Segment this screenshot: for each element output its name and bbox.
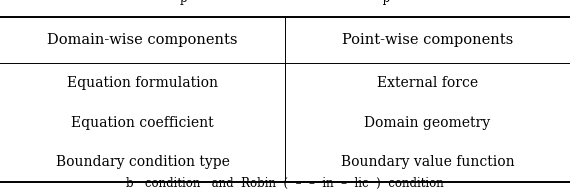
Text: p                                                    p: p p <box>180 0 390 5</box>
Text: Equation formulation: Equation formulation <box>67 76 218 90</box>
Text: b   condition   and  Robin  (  –  –  in  –  lic  )  condition: b condition and Robin ( – – in – lic ) c… <box>126 177 444 190</box>
Text: Point-wise components: Point-wise components <box>342 33 513 47</box>
Text: Domain geometry: Domain geometry <box>364 116 491 130</box>
Text: Boundary condition type: Boundary condition type <box>55 155 230 169</box>
Text: Domain-wise components: Domain-wise components <box>47 33 238 47</box>
Text: Boundary value function: Boundary value function <box>341 155 514 169</box>
Text: External force: External force <box>377 76 478 90</box>
Text: Equation coefficient: Equation coefficient <box>71 116 214 130</box>
